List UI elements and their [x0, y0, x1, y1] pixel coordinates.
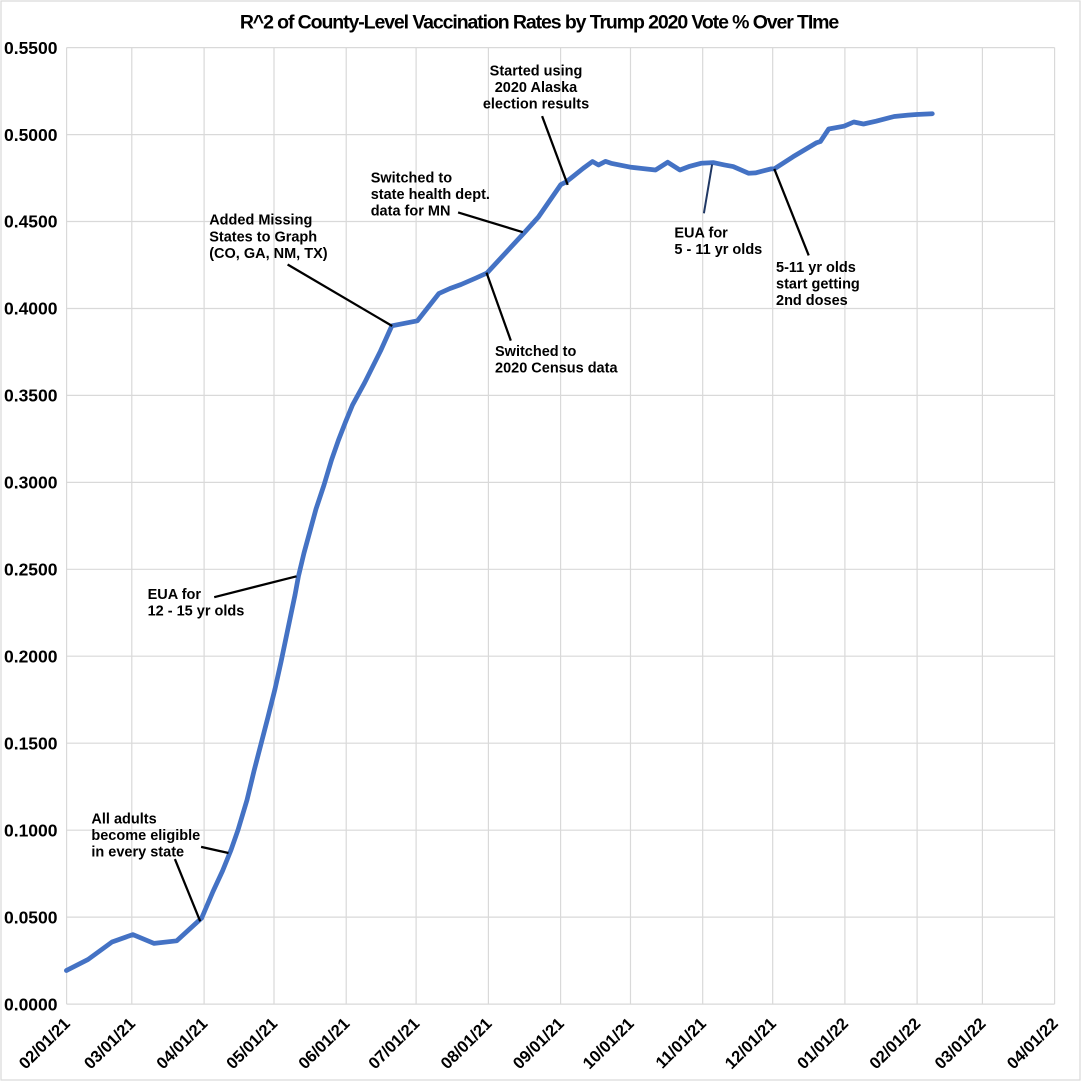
- svg-text:12 - 15 yr olds: 12 - 15 yr olds: [148, 604, 245, 620]
- svg-text:EUA for: EUA for: [674, 226, 728, 242]
- svg-text:state health dept.: state health dept.: [371, 187, 490, 203]
- svg-text:in every state: in every state: [91, 844, 184, 860]
- svg-text:(CO, GA, NM, TX): (CO, GA, NM, TX): [209, 246, 328, 262]
- svg-text:2020 Alaska: 2020 Alaska: [495, 80, 578, 96]
- svg-text:0.2000: 0.2000: [4, 646, 58, 666]
- svg-text:EUA for: EUA for: [148, 587, 202, 603]
- svg-text:0.5000: 0.5000: [4, 125, 58, 145]
- svg-text:0.3000: 0.3000: [4, 473, 58, 493]
- svg-text:0.4000: 0.4000: [4, 299, 58, 319]
- svg-text:0.3500: 0.3500: [4, 386, 58, 406]
- svg-text:All adults: All adults: [91, 812, 156, 828]
- svg-text:5-11 yr olds: 5-11 yr olds: [776, 260, 856, 276]
- svg-text:2nd doses: 2nd doses: [776, 293, 848, 309]
- svg-text:R^2 of County-Level Vaccinatio: R^2 of County-Level Vaccination Rates by…: [240, 12, 840, 34]
- svg-text:0.4500: 0.4500: [4, 212, 58, 232]
- svg-text:0.1000: 0.1000: [4, 820, 58, 840]
- svg-text:0.1500: 0.1500: [4, 733, 58, 753]
- svg-text:5 - 11 yr olds: 5 - 11 yr olds: [674, 242, 762, 258]
- svg-text:2020 Census data: 2020 Census data: [495, 361, 618, 377]
- svg-text:data for MN: data for MN: [371, 204, 451, 220]
- svg-text:0.5500: 0.5500: [4, 38, 58, 58]
- svg-text:0.0500: 0.0500: [4, 907, 58, 927]
- svg-text:Switched to: Switched to: [495, 344, 577, 360]
- svg-text:Started using: Started using: [490, 64, 583, 80]
- svg-text:start getting: start getting: [776, 277, 860, 293]
- svg-text:Switched to: Switched to: [371, 170, 453, 186]
- svg-text:0.2500: 0.2500: [4, 560, 58, 580]
- svg-text:become eligible: become eligible: [91, 828, 200, 844]
- svg-text:States to Graph: States to Graph: [209, 229, 317, 245]
- svg-text:Added Missing: Added Missing: [209, 213, 312, 229]
- svg-text:election results: election results: [483, 97, 589, 113]
- svg-text:0.0000: 0.0000: [4, 994, 58, 1014]
